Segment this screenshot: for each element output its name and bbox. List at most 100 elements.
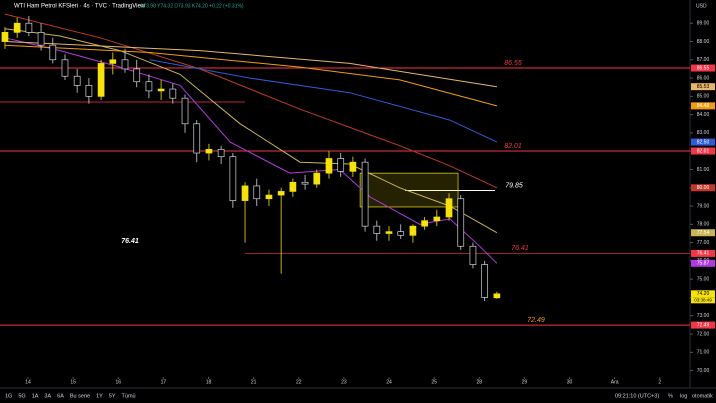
price-badge	[691, 184, 715, 192]
candle-body	[493, 293, 501, 299]
y-tick-label: 83.00	[697, 130, 710, 136]
candle-body	[145, 81, 153, 92]
price-badge-label: 72.49	[697, 322, 710, 328]
candle-body	[253, 185, 261, 200]
range-button[interactable]: 6A	[57, 393, 64, 399]
x-tick-label: 23	[341, 379, 347, 385]
candle-body	[301, 181, 309, 185]
indicator-line	[4, 13, 498, 189]
price-badge	[691, 138, 715, 146]
x-tick-label: 22	[296, 379, 302, 385]
y-tick-label: 86.00	[697, 75, 710, 81]
indicator-line	[149, 59, 498, 143]
y-tick-label: 88.00	[697, 39, 710, 45]
range-button[interactable]: Tümü	[122, 393, 136, 399]
level-label: 86.55	[504, 60, 522, 67]
candle-body	[457, 198, 465, 247]
x-tick-label: 24	[386, 379, 392, 385]
price-badge-label: 82.01	[697, 148, 710, 154]
price-badge	[691, 249, 715, 257]
candle-body	[1, 32, 9, 42]
range-button[interactable]: 1A	[32, 393, 39, 399]
x-tick-label: 25	[431, 379, 437, 385]
candle-body	[157, 88, 165, 92]
candle-body	[469, 245, 477, 265]
candle-body	[325, 158, 333, 174]
candle-body	[433, 216, 441, 222]
level-label: 72.49	[527, 317, 545, 324]
currency: USD	[696, 3, 707, 9]
y-tick-label: 78.00	[697, 222, 710, 228]
price-badge	[691, 83, 715, 91]
x-tick-label: 29	[522, 379, 528, 385]
candle-body	[25, 22, 33, 33]
candle-body	[121, 59, 129, 70]
range-button[interactable]: 1G	[5, 393, 12, 399]
candle-body	[85, 85, 93, 97]
candle-body	[109, 59, 117, 64]
option-button[interactable]: %	[668, 393, 673, 399]
indicator-line	[4, 28, 498, 234]
x-tick-label: 2	[658, 379, 661, 385]
y-tick-label: 70.00	[697, 368, 710, 374]
price-badge-label: 77.54	[697, 230, 710, 236]
range-button[interactable]: 1Y	[96, 393, 103, 399]
candle-body	[409, 225, 417, 236]
x-tick-label: 14	[25, 379, 31, 385]
chart-title: WTI Ham Petrol KFSleri · 4s · TVC · Trad…	[14, 4, 146, 10]
candle-body	[217, 149, 225, 158]
y-tick-label: 87.00	[697, 57, 710, 63]
candle-body	[61, 59, 69, 77]
range-button[interactable]: 5Y	[109, 393, 116, 399]
y-tick-label: 72.00	[697, 331, 710, 337]
x-tick-label: 15	[70, 379, 76, 385]
candle-body	[133, 68, 141, 83]
ohlc-text: A73.98 Y74.32 D73.93 K74.20 +0.22 (+0.31…	[140, 3, 244, 9]
candle-body	[181, 97, 189, 125]
candle-body	[361, 161, 369, 227]
candle-body	[397, 231, 405, 236]
price-badge-label: 74.20	[697, 291, 710, 297]
candle-body	[481, 264, 489, 298]
candle-body	[49, 44, 57, 61]
candle-body	[313, 172, 321, 185]
option-button[interactable]: log	[680, 393, 687, 399]
x-tick-label: 30	[567, 379, 573, 385]
candle-body	[241, 185, 249, 201]
y-tick-label: 81.00	[697, 167, 710, 173]
price-badge	[691, 102, 715, 110]
range-box	[359, 172, 459, 208]
candle-body	[193, 123, 201, 154]
candle-body	[277, 191, 285, 196]
option-button[interactable]: otomatik	[692, 393, 713, 399]
candle-body	[229, 156, 237, 201]
level-label: 82.01	[504, 143, 522, 150]
x-tick-label: 28	[476, 379, 482, 385]
x-tick-label: 18	[206, 379, 212, 385]
candle-body	[265, 194, 273, 200]
x-tick-label: 21	[251, 379, 257, 385]
y-tick-label: 77.00	[697, 240, 710, 246]
indicator-line	[4, 44, 498, 107]
candle-body	[385, 231, 393, 234]
countdown-bg	[691, 297, 715, 304]
indicator-line	[4, 41, 497, 88]
time-display: 09:21:10 (UTC+3)	[615, 393, 659, 399]
range-button[interactable]: 5G	[18, 393, 25, 399]
x-tick-label: 17	[161, 379, 167, 385]
price-badge	[691, 321, 715, 329]
price-badge	[691, 259, 715, 267]
price-badge-label: 76.41	[697, 251, 710, 257]
range-button[interactable]: 3A	[44, 393, 51, 399]
candle-body	[337, 158, 345, 172]
y-tick-label: 89.00	[697, 21, 710, 27]
y-tick-label: 79.00	[697, 203, 710, 209]
x-tick-label: 16	[115, 379, 121, 385]
candle-body	[97, 63, 105, 97]
candle-body	[169, 88, 177, 99]
range-button[interactable]: Bu sene	[70, 393, 90, 399]
candle-body	[289, 181, 297, 192]
indicator-line	[4, 37, 498, 264]
